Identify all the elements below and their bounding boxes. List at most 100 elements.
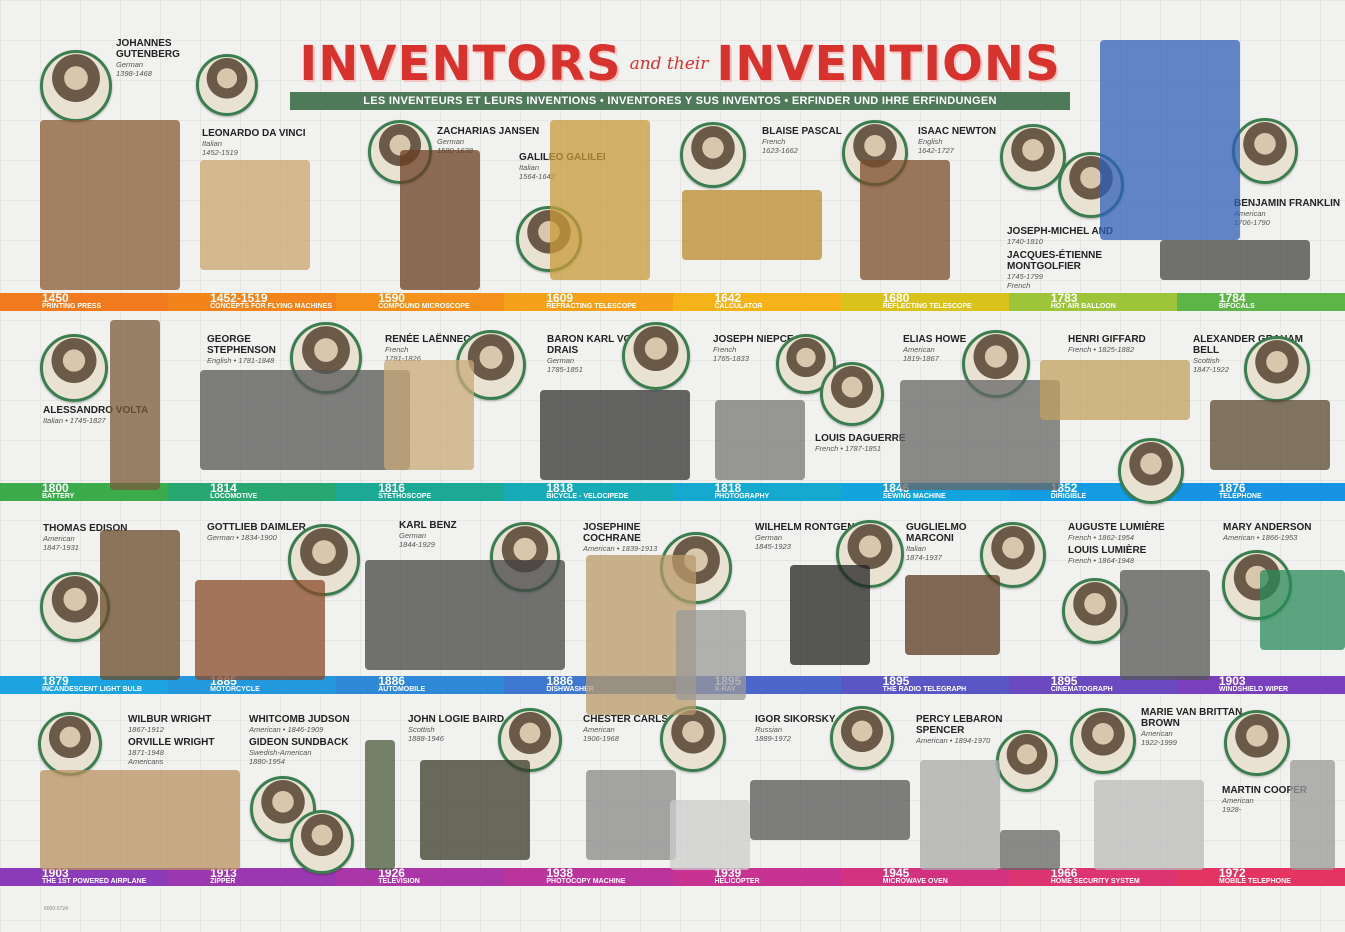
inventor-name: ELIAS HOWE — [903, 334, 967, 345]
inventor-name: JOHN LOGIE BAIRD — [408, 714, 505, 725]
inventor-name: GUGLIELMO MARCONI — [906, 522, 967, 544]
inventor-caption: LEONARDO DA VINCI Italian 1452-1519 — [202, 128, 306, 157]
inventor-portrait — [1000, 124, 1066, 190]
timeline-segment: 1966 HOME SECURITY SYSTEM — [1008, 866, 1177, 886]
timeline-label: REFLECTING TELESCOPE — [882, 303, 972, 310]
timeline-label: PHOTOGRAPHY — [714, 493, 770, 500]
timeline-segment: 1895 CINEMATOGRAPH — [1008, 674, 1177, 694]
inventor-meta: American • 1839-1913 — [583, 544, 658, 553]
timeline-year: 1886 — [378, 674, 405, 688]
timeline-label: BICYCLE - VELOCIPEDE — [546, 493, 629, 500]
inventor-meta: German 1398-1468 — [116, 60, 152, 78]
inventor-meta: 1867-1912 — [128, 725, 164, 734]
inventor-portrait — [820, 362, 884, 426]
inventor-name: LOUIS LUMIÈRE — [1068, 545, 1147, 556]
inventor-portrait — [40, 572, 110, 642]
timeline-label: THE 1st POWERED AIRPLANE — [42, 878, 147, 885]
inventor-portrait — [38, 712, 102, 776]
inventor-name: ZACHARIAS JANSEN — [437, 126, 540, 137]
timeline-segment: 1450 PRINTING PRESS — [0, 291, 169, 311]
inventor-meta: French 1781-1826 — [385, 345, 421, 363]
title-and-their: and their — [629, 54, 709, 74]
inventor-portrait — [1070, 708, 1136, 774]
inventor-caption: LOUIS DAGUERRE French • 1787-1851 — [815, 433, 906, 453]
timeline-segment: 1903 THE 1st POWERED AIRPLANE — [0, 866, 169, 886]
invention-illustration — [682, 190, 822, 260]
inventor-caption: ALEXANDER GRAHAM BELL Scottish 1847-1922 — [1193, 334, 1303, 374]
timeline-label: DISHWASHER — [546, 686, 594, 693]
invention-illustration — [195, 580, 325, 680]
invention-illustration — [100, 530, 180, 680]
inventor-caption: JOSEPH-MICHEL AND 1740-1810 — [1007, 226, 1113, 246]
inventor-name: JOSEPH-MICHEL AND — [1007, 226, 1114, 237]
invention-illustration — [40, 120, 180, 290]
timeline-label: WINDSHIELD WIPER — [1218, 686, 1289, 693]
inventor-caption: RENÉE LAËNNEC French 1781-1826 — [385, 334, 471, 363]
inventor-name: BLAISE PASCAL — [762, 126, 842, 137]
inventor-caption: LOUIS LUMIÈRE French • 1864-1948 — [1068, 545, 1146, 565]
timeline-label: INCANDESCENT LIGHT BULB — [42, 686, 142, 693]
timeline-year: 1450 — [42, 291, 69, 305]
inventor-meta: American 1706-1790 — [1234, 209, 1270, 227]
timeline-year: 1818 — [546, 481, 574, 495]
inventor-name: LOUIS DAGUERRE — [815, 433, 906, 444]
timeline-label: AUTOMOBILE — [378, 686, 426, 693]
invention-illustration — [200, 160, 310, 270]
timeline-year: 1816 — [378, 481, 405, 495]
inventor-name: JOSEPH NIEPCE — [713, 334, 794, 345]
timeline-segment: 1903 WINDSHIELD WIPER — [1176, 674, 1345, 694]
inventor-meta: German • 1834-1900 — [207, 533, 277, 542]
timeline-year: 1886 — [546, 674, 574, 688]
timeline-segment: 1939 HELICOPTER — [672, 866, 841, 886]
timeline-year: 1590 — [378, 291, 405, 305]
inventor-caption: ELIAS HOWE American 1819-1867 — [903, 334, 966, 363]
timeline-label: MOTORCYCLE — [210, 686, 260, 693]
timeline-label: CALCULATOR — [714, 303, 763, 310]
timeline-label: CINEMATOGRAPH — [1050, 686, 1113, 693]
inventor-portrait — [1244, 336, 1310, 402]
inventor-portrait — [1232, 118, 1298, 184]
timeline-year: 1800 — [42, 481, 69, 495]
timeline-segment: 1938 PHOTOCOPY MACHINE — [504, 866, 673, 886]
inventor-caption: MARIE VAN BRITTAN BROWN American 1922-199… — [1141, 707, 1251, 747]
inventor-name: ISAAC NEWTON — [918, 126, 997, 137]
inventor-name: THOMAS EDISON — [43, 523, 128, 534]
inventor-name: IGOR SIKORSKY — [755, 714, 836, 725]
inventor-name: ORVILLE WRIGHT — [128, 737, 215, 748]
inventor-portrait — [996, 730, 1058, 792]
inventor-name: PERCY LEBARON SPENCER — [916, 714, 1003, 736]
timeline-segment: 1895 THE RADIO TELEGRAPH — [840, 674, 1009, 694]
invention-illustration — [400, 150, 480, 290]
inventor-name: GEORGE STEPHENSON — [207, 334, 276, 356]
timeline-segment: 1816 STETHOSCOPE — [336, 481, 505, 501]
inventor-meta: Italian 1452-1519 — [202, 139, 238, 157]
inventor-name: LEONARDO DA VINCI — [202, 128, 306, 139]
timeline-label: PHOTOCOPY MACHINE — [546, 878, 626, 885]
timeline-year: 1814 — [210, 481, 237, 495]
inventor-caption: HENRI GIFFARD French • 1825-1882 — [1068, 334, 1146, 354]
timeline-year: 1784 — [1218, 291, 1246, 305]
timeline-label: BIFOCALS — [1218, 303, 1255, 310]
invention-illustration — [900, 380, 1060, 490]
subtitle-band: LES INVENTEURS ET LEURS INVENTIONS • INV… — [290, 92, 1070, 110]
timeline-segment: 1452-1519 CONCEPTS FOR FLYING MACHINES — [168, 291, 337, 311]
inventor-name: JACQUES-ÉTIENNE MONTGOLFIER — [1007, 250, 1103, 272]
title-inventions: INVENTIONS — [716, 36, 1061, 92]
timeline-band: 1800 BATTERY 1814 LOCOMOTIVE 1816 STETHOSCOPE… — [0, 481, 1345, 501]
invention-illustration — [1260, 570, 1345, 650]
invention-illustration — [550, 120, 650, 280]
timeline-label: HELICOPTER — [714, 878, 760, 885]
inventor-caption: PERCY LEBARON SPENCER American • 1894-197… — [916, 714, 1026, 745]
timeline-band: 1903 THE 1st POWERED AIRPLANE 1913 ZIPPER 19… — [0, 866, 1345, 886]
inventor-name: MARY ANDERSON — [1223, 522, 1312, 533]
invention-illustration — [586, 770, 676, 860]
poster-title: INVENTORS and their INVENTIONS — [290, 30, 1070, 88]
invention-illustration — [715, 400, 805, 480]
inventor-portrait — [622, 322, 690, 390]
timeline-label: STETHOSCOPE — [378, 493, 432, 500]
inventor-name: WILBUR WRIGHT — [128, 714, 212, 725]
timeline-label: ZIPPER — [210, 878, 236, 885]
inventor-meta: German 1785-1851 — [547, 356, 583, 374]
invention-illustration — [40, 770, 240, 870]
inventor-portrait — [1224, 710, 1290, 776]
